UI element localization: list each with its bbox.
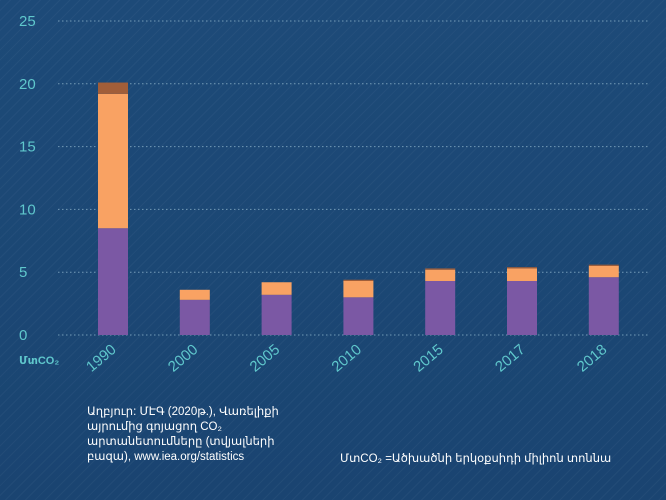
- source-line: բազա), www.iea.org/statistics: [87, 451, 245, 463]
- bar-segment-2015-2: [425, 269, 456, 281]
- source-line: արտանետումները (տվյալների: [87, 436, 275, 448]
- bar-segment-2005-1: [261, 294, 292, 335]
- bar-segment-2000-2: [179, 289, 210, 300]
- x-tick-label: 1990: [83, 341, 119, 375]
- source-line: այրումից գոյացող CO₂: [87, 421, 222, 433]
- bar-segment-2017-1: [507, 280, 537, 335]
- y-tick-label: 25: [19, 13, 36, 30]
- y-unit-label: ՄտCO₂: [19, 355, 59, 367]
- source-line: Աղբյուր: ՄԷԳ (2020թ.), Վառելիքի: [87, 406, 279, 418]
- x-tick-label: 2010: [328, 341, 364, 375]
- bar-segment-2010-2: [343, 280, 374, 298]
- unit-note: ՄտCO₂ =Ածխածնի երկօքսիդի միլիոն տոննա: [340, 453, 612, 465]
- bar-segment-1990-1: [98, 228, 128, 335]
- bar-segment-2015-1: [425, 280, 456, 335]
- y-tick-label: 15: [19, 139, 36, 156]
- bar-segment-2005-2: [261, 282, 292, 295]
- y-tick-labels: 0 5 10 15 20 25: [19, 13, 36, 344]
- bar-segment-2015-3: [425, 268, 456, 270]
- bar-segment-2018-2: [588, 265, 619, 278]
- bars: [98, 82, 619, 335]
- x-tick-label: 2018: [574, 341, 610, 375]
- x-tick-labels: 1990 2000 2005 2010 2015 2017 2018: [83, 341, 610, 375]
- y-tick-label: 10: [19, 201, 36, 218]
- x-tick-label: 2000: [165, 341, 201, 375]
- source-note: Աղբյուր: ՄԷԳ (2020թ.), Վառելիքի այրումից…: [87, 405, 302, 465]
- bar-segment-2017-2: [507, 268, 537, 281]
- y-tick-label: 20: [19, 76, 36, 93]
- y-tick-label: 5: [19, 264, 27, 281]
- bar-segment-2000-1: [179, 299, 210, 335]
- x-tick-label: 2015: [410, 341, 446, 375]
- x-tick-label: 2005: [247, 341, 283, 375]
- bar-segment-2018-3: [588, 264, 619, 266]
- y-tick-label: 0: [19, 327, 27, 344]
- bar-segment-2017-3: [507, 267, 537, 269]
- bar-segment-1990-2: [98, 93, 128, 229]
- bar-segment-2010-1: [343, 297, 374, 335]
- bar-segment-1990-3: [98, 82, 128, 94]
- x-tick-label: 2017: [492, 341, 528, 375]
- bar-segment-2018-1: [588, 277, 619, 335]
- bar-segment-2010-3: [343, 279, 374, 281]
